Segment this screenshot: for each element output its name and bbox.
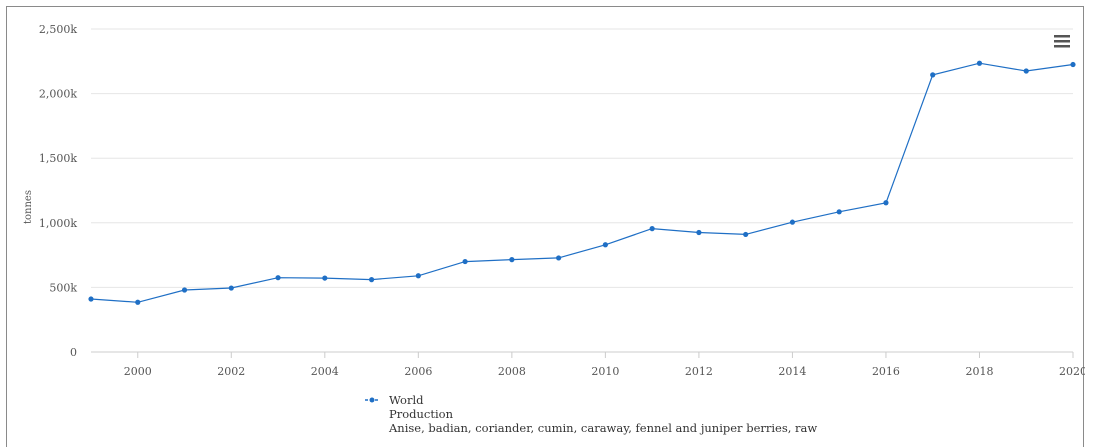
data-point[interactable] [976, 60, 983, 66]
y-tick-label: 2,500k [39, 23, 77, 36]
y-tick-label: 1,000k [39, 217, 77, 230]
hamburger-menu-icon[interactable] [1054, 35, 1070, 48]
x-axis-ticks: 2000 2002 2004 2006 2008 2010 2012 2014 2016 2018… [124, 352, 1085, 378]
data-point[interactable] [228, 285, 234, 291]
y-tick-label: 2,000k [39, 88, 77, 101]
x-tick-label: 2000 [124, 365, 152, 378]
data-point[interactable] [415, 273, 421, 279]
series-world [88, 60, 1076, 305]
x-tick-label: 2002 [217, 365, 245, 378]
x-tick-label: 2020 [1059, 365, 1085, 378]
data-point[interactable] [556, 255, 562, 261]
legend[interactable]: World Production Anise, badian, coriande… [365, 393, 817, 435]
data-point[interactable] [368, 277, 375, 283]
x-tick-label: 2004 [311, 365, 339, 378]
y-tick-label: 0 [70, 346, 77, 359]
x-tick-label: 2006 [404, 365, 432, 378]
data-point[interactable] [743, 231, 749, 238]
data-point[interactable] [883, 200, 889, 206]
series-line [90, 62, 1074, 303]
data-point[interactable] [1070, 61, 1076, 68]
x-tick-label: 2008 [498, 365, 526, 378]
x-tick-label: 2012 [685, 365, 713, 378]
data-point[interactable] [135, 299, 141, 305]
y-axis-ticks: 0 500k 1,000k 1,500k 2,000k 2,500k [39, 23, 77, 359]
x-tick-label: 2018 [965, 365, 993, 378]
data-point[interactable] [181, 287, 188, 293]
legend-element: Production [389, 407, 454, 421]
data-point[interactable] [649, 226, 655, 232]
data-point[interactable] [462, 258, 468, 265]
data-point[interactable] [88, 296, 94, 302]
data-point[interactable] [930, 72, 936, 78]
legend-item: Anise, badian, coriander, cumin, caraway… [388, 421, 817, 435]
y-tick-label: 1,500k [39, 152, 77, 165]
x-tick-label: 2016 [872, 365, 900, 378]
y-axis-label: tonnes [23, 190, 34, 224]
data-point[interactable] [789, 219, 796, 225]
x-tick-label: 2014 [778, 365, 806, 378]
data-point[interactable] [322, 275, 328, 281]
data-point[interactable] [602, 242, 608, 248]
data-point[interactable] [275, 275, 281, 281]
line-chart: 0 500k 1,000k 1,500k 2,000k 2,500k tonnes 200… [23, 23, 1085, 435]
y-tick-label: 500k [49, 281, 77, 294]
legend-marker [369, 397, 375, 403]
chart-container: 0 500k 1,000k 1,500k 2,000k 2,500k tonnes 200… [6, 6, 1085, 447]
data-point[interactable] [696, 229, 702, 236]
x-tick-label: 2010 [591, 365, 619, 378]
legend-series-name: World [389, 393, 424, 407]
data-point[interactable] [1023, 68, 1029, 74]
data-point[interactable] [836, 209, 842, 215]
data-point[interactable] [509, 257, 515, 263]
gridlines [91, 28, 1073, 288]
